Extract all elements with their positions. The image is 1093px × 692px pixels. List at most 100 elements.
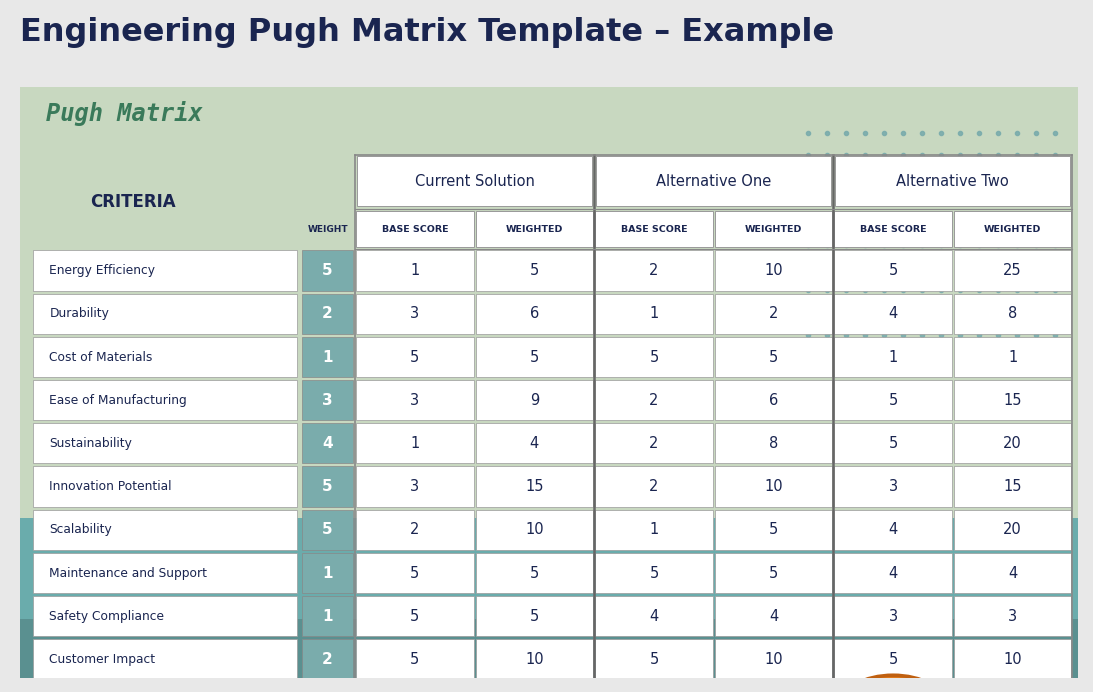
- Bar: [475, 380, 593, 420]
- Text: 4: 4: [889, 522, 897, 538]
- Bar: [715, 423, 832, 464]
- Text: 5: 5: [889, 652, 897, 667]
- Bar: [34, 509, 297, 549]
- Bar: [302, 596, 353, 636]
- Ellipse shape: [846, 682, 951, 692]
- Text: 2: 2: [649, 436, 659, 451]
- Bar: [475, 251, 593, 291]
- Bar: [596, 211, 713, 247]
- Bar: [356, 639, 473, 680]
- Text: 1: 1: [649, 522, 659, 538]
- Text: 2: 2: [649, 263, 659, 278]
- Text: 9: 9: [530, 393, 539, 408]
- Bar: [955, 684, 1070, 692]
- Bar: [596, 293, 713, 334]
- Bar: [834, 423, 952, 464]
- Bar: [302, 423, 353, 464]
- Text: 1: 1: [649, 307, 659, 322]
- Bar: [475, 596, 593, 636]
- Bar: [834, 380, 952, 420]
- Text: 5: 5: [530, 263, 539, 278]
- Bar: [34, 466, 297, 507]
- Text: 5: 5: [889, 263, 897, 278]
- Text: 5: 5: [322, 480, 333, 494]
- Text: 5: 5: [768, 522, 778, 538]
- Bar: [302, 293, 353, 334]
- Bar: [596, 553, 713, 593]
- Text: 6: 6: [530, 307, 539, 322]
- Bar: [715, 466, 832, 507]
- Bar: [356, 211, 473, 247]
- Text: 8: 8: [1008, 307, 1018, 322]
- Text: 3: 3: [889, 480, 897, 494]
- Bar: [356, 509, 473, 549]
- Text: Maintenance and Support: Maintenance and Support: [49, 567, 208, 580]
- Text: Alternative Two: Alternative Two: [896, 174, 1009, 189]
- Text: 1: 1: [1008, 349, 1018, 365]
- Bar: [715, 639, 832, 680]
- Text: WEIGHT: WEIGHT: [307, 225, 348, 234]
- Text: 15: 15: [1003, 480, 1022, 494]
- Bar: [596, 337, 713, 377]
- Bar: [954, 337, 1071, 377]
- Bar: [954, 380, 1071, 420]
- Bar: [475, 553, 593, 593]
- Text: 5: 5: [649, 349, 659, 365]
- Text: Ease of Manufacturing: Ease of Manufacturing: [49, 394, 187, 407]
- Bar: [356, 596, 473, 636]
- Text: 20: 20: [1003, 522, 1022, 538]
- Bar: [954, 251, 1071, 291]
- Bar: [715, 251, 832, 291]
- Text: 2: 2: [322, 307, 333, 322]
- Bar: [475, 211, 593, 247]
- Text: Innovation Potential: Innovation Potential: [49, 480, 172, 493]
- Text: Pugh Matrix: Pugh Matrix: [46, 101, 203, 127]
- Text: 1: 1: [322, 349, 332, 365]
- Text: 20: 20: [1003, 436, 1022, 451]
- Bar: [356, 466, 473, 507]
- Bar: [34, 293, 297, 334]
- Bar: [596, 251, 713, 291]
- Text: 1: 1: [322, 565, 332, 581]
- Bar: [834, 293, 952, 334]
- Bar: [34, 337, 297, 377]
- Bar: [356, 423, 473, 464]
- Text: 3: 3: [410, 307, 420, 322]
- Text: 15: 15: [1003, 393, 1022, 408]
- Bar: [356, 293, 473, 334]
- Text: BASE SCORE: BASE SCORE: [621, 225, 687, 234]
- Text: 4: 4: [649, 609, 659, 623]
- Bar: [475, 466, 593, 507]
- Bar: [475, 639, 593, 680]
- Bar: [835, 156, 1070, 206]
- Text: 5: 5: [768, 565, 778, 581]
- Bar: [954, 553, 1071, 593]
- Bar: [475, 423, 593, 464]
- Bar: [716, 684, 831, 692]
- Text: 15: 15: [525, 480, 543, 494]
- Bar: [302, 509, 353, 549]
- Text: 5: 5: [889, 393, 897, 408]
- Text: 10: 10: [764, 480, 783, 494]
- Bar: [475, 509, 593, 549]
- Text: 25: 25: [1003, 263, 1022, 278]
- Text: Energy Efficiency: Energy Efficiency: [49, 264, 155, 277]
- Bar: [302, 251, 353, 291]
- Bar: [20, 619, 1078, 678]
- Text: Alternative One: Alternative One: [656, 174, 772, 189]
- Text: 5: 5: [530, 609, 539, 623]
- Bar: [954, 293, 1071, 334]
- Text: 5: 5: [322, 522, 333, 538]
- Bar: [597, 156, 831, 206]
- Text: 3: 3: [889, 609, 897, 623]
- Bar: [34, 639, 297, 680]
- Bar: [834, 211, 952, 247]
- Bar: [302, 553, 353, 593]
- Text: 1: 1: [322, 609, 332, 623]
- Bar: [596, 380, 713, 420]
- Text: CRITERIA: CRITERIA: [90, 193, 176, 211]
- Text: 5: 5: [322, 263, 333, 278]
- Text: 4: 4: [322, 436, 333, 451]
- Bar: [475, 337, 593, 377]
- Text: BASE SCORE: BASE SCORE: [860, 225, 927, 234]
